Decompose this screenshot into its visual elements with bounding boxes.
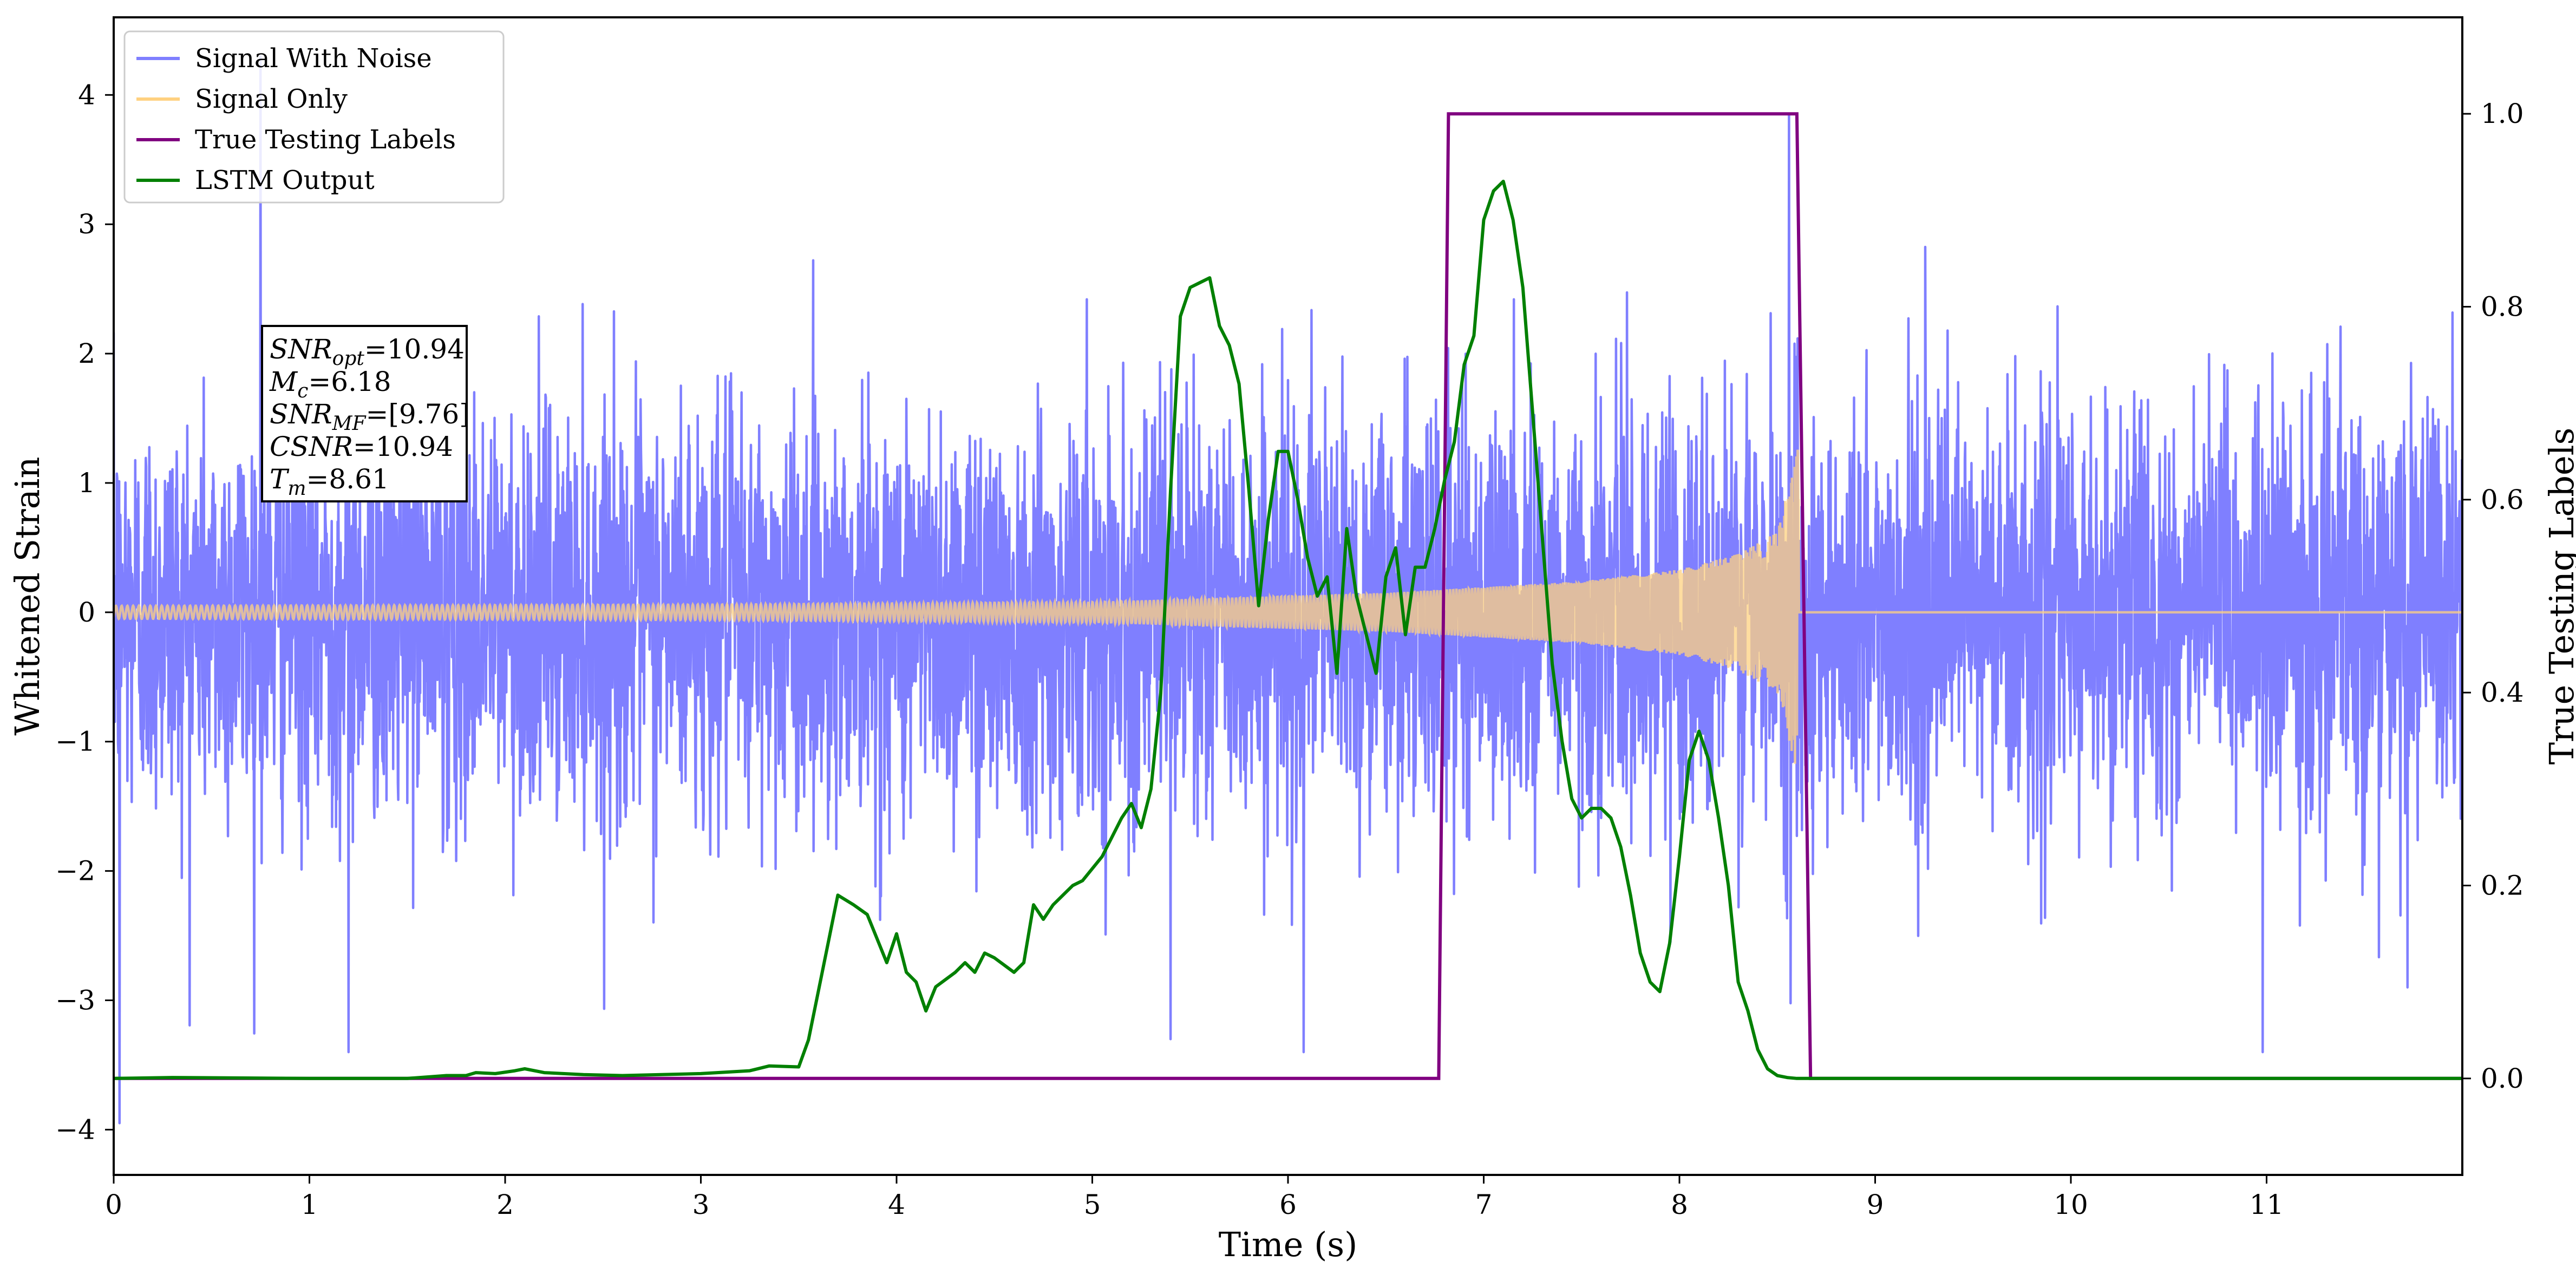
y-axis-left: −4 −3 −2 −1 0 1 2 3 4 xyxy=(55,79,114,1145)
legend-label: LSTM Output xyxy=(195,165,375,195)
signal-only-line xyxy=(114,449,2462,764)
info-box: SNRopt=10.94Mc=6.18SNRMF=[9.76]CSNR=10.9… xyxy=(261,325,470,502)
legend-box xyxy=(123,30,505,204)
y-tick-label: −3 xyxy=(55,985,95,1016)
x-tick-label: 11 xyxy=(2250,1189,2284,1220)
y2-tick-label: 0.2 xyxy=(2481,870,2524,901)
lstm-output-line xyxy=(114,179,2462,1080)
y-tick-label: 2 xyxy=(78,338,95,369)
x-tick-label: 7 xyxy=(1475,1189,1493,1220)
y-axis-label: Whitened Strain xyxy=(8,457,47,736)
legend-label: True Testing Labels xyxy=(195,125,456,155)
signal-only-series xyxy=(114,449,2462,764)
y-tick-label: 0 xyxy=(78,597,95,628)
noise-line xyxy=(114,55,2462,1125)
y2-tick-label: 0.0 xyxy=(2481,1063,2524,1094)
y2-tick-label: 0.8 xyxy=(2481,291,2524,323)
x-tick-label: 6 xyxy=(1279,1189,1297,1220)
y-tick-label: 1 xyxy=(78,467,95,499)
x-axis-label: Time (s) xyxy=(1219,1225,1358,1264)
y-tick-label: 4 xyxy=(78,79,95,110)
info-line: SNRopt=10.94 xyxy=(270,334,465,370)
x-tick-label: 2 xyxy=(496,1189,514,1220)
lstm-output-series xyxy=(114,179,2462,1080)
x-tick-label: 3 xyxy=(692,1189,710,1220)
legend-label: Signal Only xyxy=(195,84,348,114)
info-line: Tm=8.61 xyxy=(270,463,389,500)
legend-label: Signal With Noise xyxy=(195,43,432,74)
x-tick-label: 0 xyxy=(105,1189,122,1220)
legend: Signal With Noise Signal Only True Testing… xyxy=(123,30,505,204)
info-box-frame xyxy=(261,325,468,502)
x-tick-label: 5 xyxy=(1084,1189,1101,1220)
y2-tick-label: 1.0 xyxy=(2481,98,2524,129)
info-line: Mc=6.18 xyxy=(269,366,391,402)
y2-tick-label: 0.4 xyxy=(2481,677,2524,708)
y-tick-label: −4 xyxy=(55,1114,95,1145)
y-tick-label: −2 xyxy=(55,855,95,887)
y-axis-right: 0.0 0.2 0.4 0.6 0.8 1.0 xyxy=(2462,98,2524,1094)
y2-tick-label: 0.6 xyxy=(2481,484,2524,515)
info-line: CSNR=10.94 xyxy=(270,431,453,462)
y2-axis-label: True Testing Labels xyxy=(2542,428,2576,765)
x-axis: 0 1 2 3 4 5 6 7 8 9 10 11 xyxy=(105,1175,2284,1220)
x-tick-label: 8 xyxy=(1671,1189,1688,1220)
x-tick-label: 4 xyxy=(888,1189,905,1220)
info-line: SNRMF=[9.76] xyxy=(270,398,470,435)
signal-with-noise-series xyxy=(114,55,2462,1125)
x-tick-label: 1 xyxy=(301,1189,318,1220)
x-tick-label: 9 xyxy=(1867,1189,1884,1220)
y-tick-label: 3 xyxy=(78,208,95,240)
y-tick-label: −1 xyxy=(55,726,95,757)
x-tick-label: 10 xyxy=(2054,1189,2088,1220)
